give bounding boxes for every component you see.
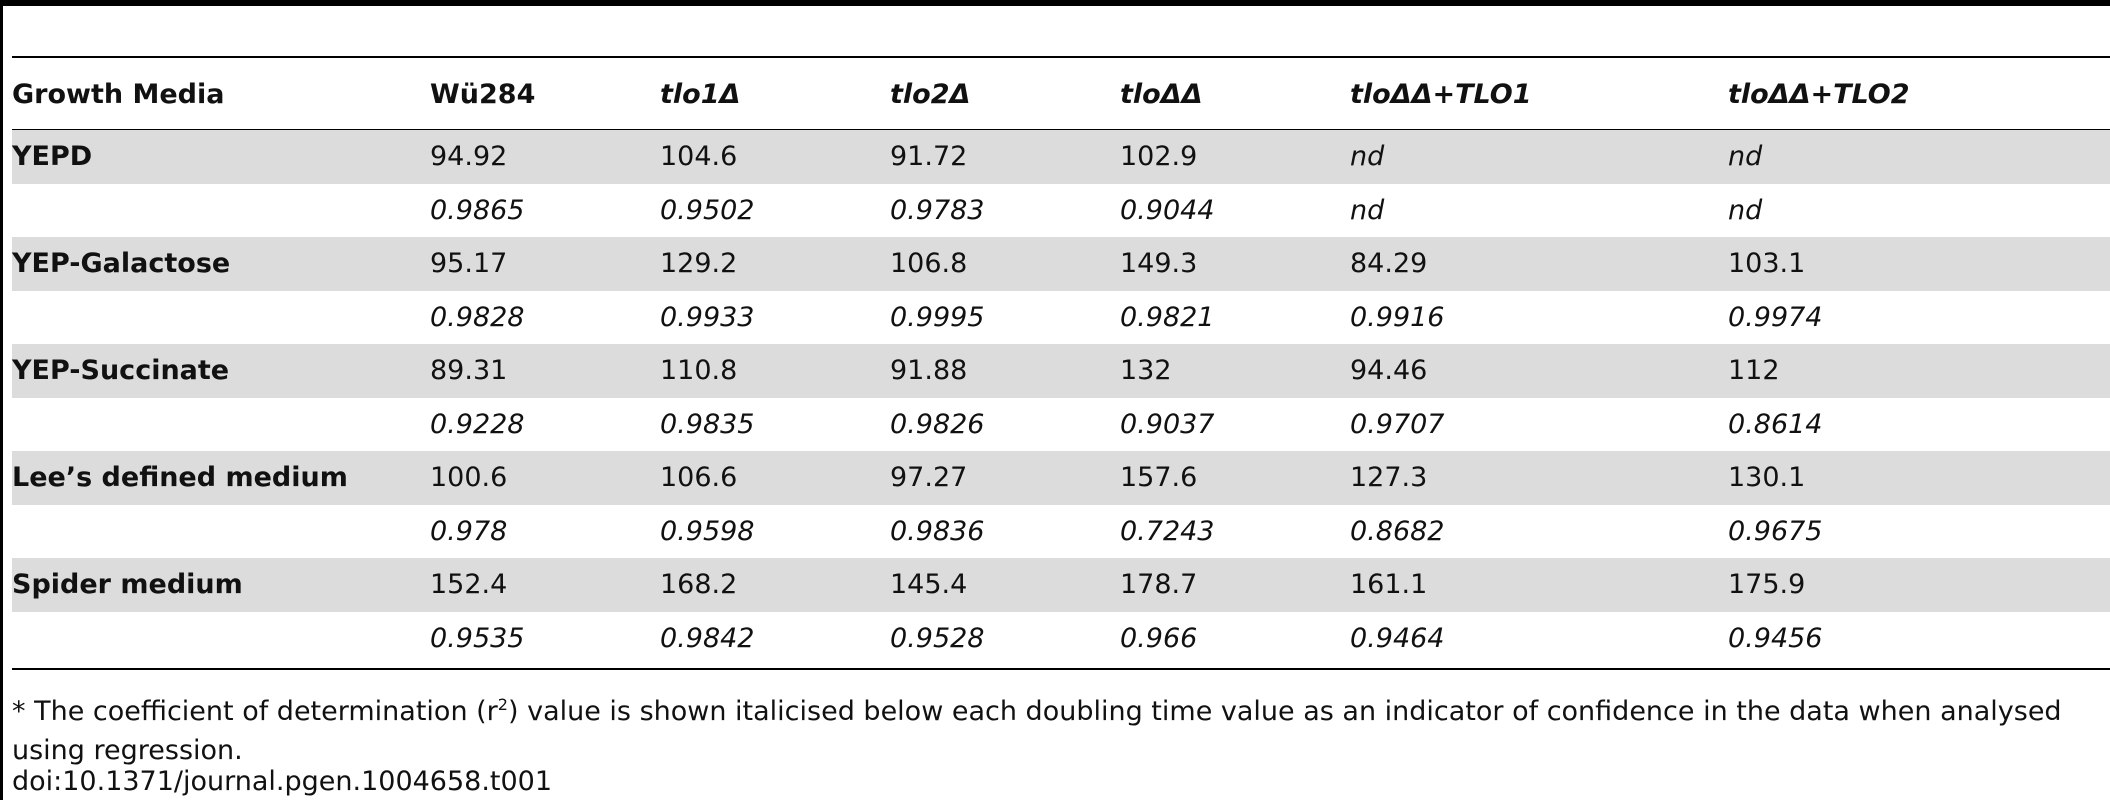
value-cell: 94.92 (430, 130, 660, 184)
r2-cell: 0.8614 (1728, 408, 1823, 440)
value-cell: 94.46 (1350, 344, 1728, 398)
value-cell: 161.1 (1350, 558, 1728, 612)
footnote-text-start: * The coefficient of determination (r (12, 696, 498, 727)
r2-cell: 0.9528 (890, 622, 985, 654)
value-cell: 168.2 (660, 558, 890, 612)
value-cell: 132 (1120, 344, 1350, 398)
r2-cell: 0.7243 (1120, 515, 1215, 547)
r2-cell: 0.9783 (890, 194, 985, 226)
empty-cell (12, 398, 430, 452)
r2-row: 0.9828 0.9933 0.9995 0.9821 0.9916 0.997… (12, 291, 2110, 345)
value-cell: 130.1 (1728, 451, 2110, 505)
header-wu284: Wü284 (430, 78, 536, 110)
top-border (0, 0, 2110, 6)
value-cell: nd (1728, 130, 2110, 184)
value-cell: 100.6 (430, 451, 660, 505)
r2-cell: 0.9828 (430, 301, 525, 333)
left-border (0, 0, 3, 800)
empty-cell (12, 184, 430, 238)
value-cell: 145.4 (890, 558, 1120, 612)
r2-row: 0.978 0.9598 0.9836 0.7243 0.8682 0.9675 (12, 505, 2110, 559)
value-cell: 127.3 (1350, 451, 1728, 505)
table-bottom-rule (12, 668, 2110, 670)
value-cell: 91.88 (890, 344, 1120, 398)
r2-cell: 0.9821 (1120, 301, 1215, 333)
r2-cell: 0.9916 (1350, 301, 1445, 333)
table-row: YEP-Succinate 89.31 110.8 91.88 132 94.4… (12, 344, 2110, 398)
value-cell: 129.2 (660, 237, 890, 291)
header-row: Growth Media Wü284 tlo1Δ tlo2Δ tloΔΔ tlo… (12, 58, 2110, 130)
header-tlo-double: tloΔΔ (1120, 78, 1203, 110)
value-cell: 95.17 (430, 237, 660, 291)
value-cell: 157.6 (1120, 451, 1350, 505)
header-tlo2: tlo2Δ (890, 78, 971, 110)
r2-cell: 0.9675 (1728, 515, 1823, 547)
value-cell: 175.9 (1728, 558, 2110, 612)
header-tlo1: tlo1Δ (660, 78, 741, 110)
r2-row: 0.9535 0.9842 0.9528 0.966 0.9464 0.9456 (12, 612, 2110, 666)
r2-cell: nd (1350, 194, 1385, 226)
r2-cell: 0.9995 (890, 301, 985, 333)
r2-cell: 0.9456 (1728, 622, 1823, 654)
empty-cell (12, 505, 430, 559)
r2-cell: 0.9842 (660, 622, 755, 654)
footnote-text-end: ) value is shown italicised below each d… (12, 696, 2062, 766)
r2-cell: 0.9044 (1120, 194, 1215, 226)
header-top-rule (12, 56, 2110, 58)
footnote-superscript: 2 (497, 695, 508, 714)
r2-cell: 0.9464 (1350, 622, 1445, 654)
value-cell: 103.1 (1728, 237, 2110, 291)
r2-cell: 0.9598 (660, 515, 755, 547)
r2-cell: 0.9535 (430, 622, 525, 654)
value-cell: 149.3 (1120, 237, 1350, 291)
r2-cell: 0.966 (1120, 622, 1198, 654)
value-cell: 91.72 (890, 130, 1120, 184)
r2-cell: nd (1728, 194, 1763, 226)
r2-cell: 0.9836 (890, 515, 985, 547)
value-cell: 106.8 (890, 237, 1120, 291)
header-tlo-double-tlo2: tloΔΔ+TLO2 (1728, 78, 1910, 110)
r2-cell: 0.9826 (890, 408, 985, 440)
media-cell: Lee’s defined medium (12, 451, 430, 505)
value-cell: 104.6 (660, 130, 890, 184)
table-row: YEPD 94.92 104.6 91.72 102.9 nd nd (12, 130, 2110, 184)
doi-line: doi:10.1371/journal.pgen.1004658.t001 (12, 766, 553, 797)
empty-cell (12, 612, 430, 666)
growth-table: Growth Media Wü284 tlo1Δ tlo2Δ tloΔΔ tlo… (12, 58, 2110, 665)
r2-cell: 0.9865 (430, 194, 525, 226)
media-cell: Spider medium (12, 558, 430, 612)
value-cell: nd (1350, 130, 1728, 184)
header-tlo-double-tlo1: tloΔΔ+TLO1 (1350, 78, 1532, 110)
r2-cell: 0.9228 (430, 408, 525, 440)
value-cell: 110.8 (660, 344, 890, 398)
r2-cell: 0.9037 (1120, 408, 1215, 440)
table-row: Lee’s defined medium 100.6 106.6 97.27 1… (12, 451, 2110, 505)
r2-row: 0.9228 0.9835 0.9826 0.9037 0.9707 0.861… (12, 398, 2110, 452)
table-footnote: * The coefficient of determination (r2) … (12, 692, 2082, 770)
media-cell: YEPD (12, 130, 430, 184)
value-cell: 152.4 (430, 558, 660, 612)
r2-cell: 0.9974 (1728, 301, 1823, 333)
header-growth-media: Growth Media (12, 78, 225, 110)
media-cell: YEP-Galactose (12, 237, 430, 291)
value-cell: 106.6 (660, 451, 890, 505)
value-cell: 89.31 (430, 344, 660, 398)
value-cell: 97.27 (890, 451, 1120, 505)
r2-cell: 0.9933 (660, 301, 755, 333)
r2-cell: 0.9502 (660, 194, 755, 226)
media-cell: YEP-Succinate (12, 344, 430, 398)
value-cell: 178.7 (1120, 558, 1350, 612)
value-cell: 112 (1728, 344, 2110, 398)
r2-cell: 0.978 (430, 515, 508, 547)
table-row: Spider medium 152.4 168.2 145.4 178.7 16… (12, 558, 2110, 612)
empty-cell (12, 291, 430, 345)
value-cell: 84.29 (1350, 237, 1728, 291)
table-row: YEP-Galactose 95.17 129.2 106.8 149.3 84… (12, 237, 2110, 291)
r2-row: 0.9865 0.9502 0.9783 0.9044 nd nd (12, 184, 2110, 238)
r2-cell: 0.9707 (1350, 408, 1445, 440)
r2-cell: 0.8682 (1350, 515, 1445, 547)
value-cell: 102.9 (1120, 130, 1350, 184)
r2-cell: 0.9835 (660, 408, 755, 440)
